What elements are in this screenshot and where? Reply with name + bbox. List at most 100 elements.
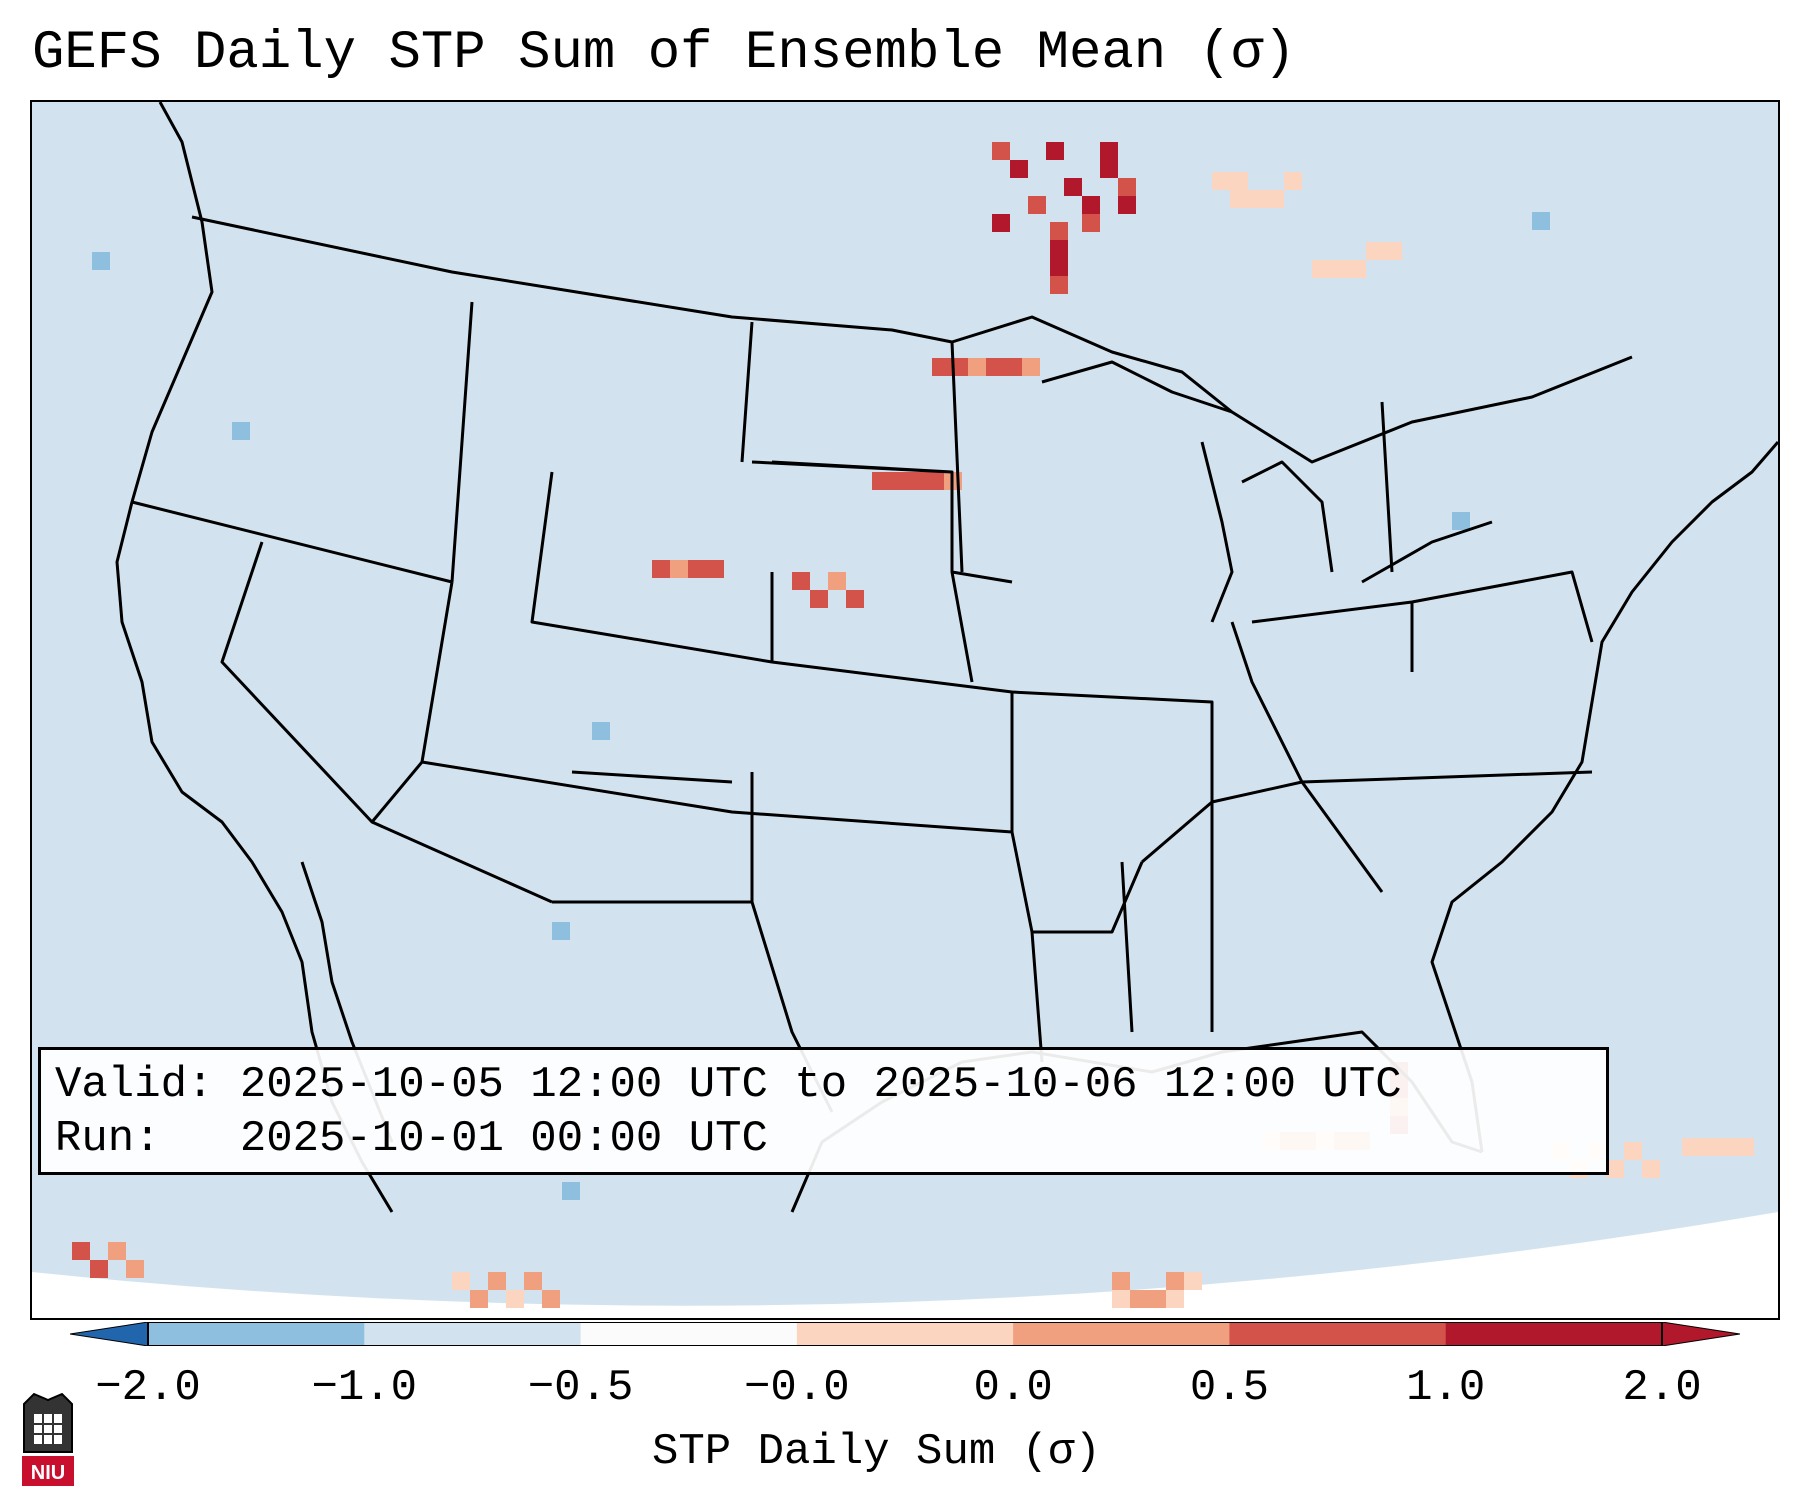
anomaly-cell — [810, 590, 828, 608]
anomaly-cell — [688, 560, 706, 578]
anomaly-cell — [926, 472, 944, 490]
anomaly-cell — [1682, 1138, 1700, 1156]
anomaly-cell — [1100, 160, 1118, 178]
anomaly-cell — [1700, 1138, 1718, 1156]
great-lakes — [1041, 360, 1493, 623]
anomaly-cell — [890, 472, 908, 490]
atlantic-coastline — [1430, 441, 1778, 1153]
anomaly-cell — [1330, 260, 1348, 278]
anomaly-cell — [908, 472, 926, 490]
anomaly-cell — [1050, 222, 1068, 240]
anomaly-cell — [1022, 358, 1040, 376]
colorbar-segment — [1013, 1322, 1230, 1346]
anomaly-cell — [1266, 190, 1284, 208]
anomaly-cell — [1050, 276, 1068, 294]
colorbar-tick-label: 0.5 — [1189, 1363, 1270, 1413]
chart-title: GEFS Daily STP Sum of Ensemble Mean (σ) — [32, 23, 1296, 84]
anomaly-cell — [1184, 1272, 1202, 1290]
anomaly-cell — [932, 358, 950, 376]
colorbar-segment — [580, 1322, 798, 1346]
anomaly-cell — [1606, 1160, 1624, 1178]
anomaly-cell — [872, 472, 890, 490]
colorbar-tick-label: 2.0 — [1622, 1363, 1702, 1413]
anomaly-cell — [1050, 258, 1068, 276]
anomaly-cell-negative — [1452, 512, 1470, 530]
anomaly-cell — [1028, 196, 1046, 214]
colorbar-extend-low — [70, 1322, 149, 1346]
colorbar-outline — [147, 1322, 1663, 1346]
anomaly-cell — [846, 590, 864, 608]
anomaly-cell — [488, 1272, 506, 1290]
colorbar-extend-high — [1661, 1322, 1740, 1346]
anomaly-cell-negative — [232, 422, 250, 440]
anomaly-cell — [1004, 358, 1022, 376]
anomaly-cell — [90, 1260, 108, 1278]
run-label: Run: — [55, 1114, 161, 1164]
anomaly-cell — [1736, 1138, 1754, 1156]
anomaly-cell — [1624, 1142, 1642, 1160]
anomaly-cell — [1082, 214, 1100, 232]
run-value: 2025-10-01 00:00 UTC — [239, 1114, 768, 1164]
anomaly-cell — [1642, 1160, 1660, 1178]
anomaly-cell — [1118, 178, 1136, 196]
anomaly-cell — [542, 1290, 560, 1308]
anomaly-cell-negative — [92, 252, 110, 270]
anomaly-cell — [1050, 240, 1068, 258]
anomaly-cell — [1230, 172, 1248, 190]
colorbar-segment — [1445, 1322, 1663, 1346]
anomaly-cell — [968, 358, 986, 376]
anomaly-cell — [470, 1290, 488, 1308]
logo-text: NIU — [31, 1462, 65, 1484]
anomaly-cell — [1312, 260, 1330, 278]
validity-box: Valid: 2025-10-05 12:00 UTC to 2025-10-0… — [38, 1047, 1609, 1175]
colorbar-label: STP Daily Sum (σ) — [652, 1427, 1101, 1477]
anomaly-cell — [1130, 1290, 1148, 1308]
anomaly-cell — [706, 560, 724, 578]
anomaly-cell — [1212, 172, 1230, 190]
anomaly-cell — [1348, 260, 1366, 278]
anomaly-cell — [1100, 142, 1118, 160]
anomaly-cell — [108, 1242, 126, 1260]
anomaly-cell-negative — [552, 922, 570, 940]
anomaly-cell — [1010, 160, 1028, 178]
anomaly-cell — [1046, 142, 1064, 160]
colorbar-tick-label: 0.0 — [973, 1363, 1053, 1413]
anomaly-cell — [1112, 1272, 1130, 1290]
anomaly-cell — [1230, 190, 1248, 208]
colorbar-segment — [364, 1322, 582, 1346]
pacific-coastline — [115, 102, 394, 1213]
anomaly-cell-negative — [592, 722, 610, 740]
anomaly-cell — [652, 560, 670, 578]
anomaly-cell — [1148, 1290, 1166, 1308]
anomaly-cell — [72, 1242, 90, 1260]
anomaly-cell — [1384, 242, 1402, 260]
anomaly-cell — [992, 142, 1010, 160]
anomaly-cell — [126, 1260, 144, 1278]
anomaly-cell — [1118, 196, 1136, 214]
anomaly-cell-negative — [562, 1182, 580, 1200]
niu-logo: NIU — [22, 1392, 74, 1486]
anomaly-cell — [1112, 1290, 1130, 1308]
colorbar-segment — [796, 1322, 1014, 1346]
anomaly-cell — [992, 214, 1010, 232]
anomaly-cell — [986, 358, 1004, 376]
state-lines — [131, 301, 1594, 1113]
anomaly-cell — [524, 1272, 542, 1290]
colorbar — [70, 1322, 1740, 1346]
anomaly-cell — [1064, 178, 1082, 196]
anomaly-cell — [1366, 242, 1384, 260]
anomaly-cell — [828, 572, 846, 590]
us-canada-border — [191, 215, 1633, 464]
anomaly-cell — [1166, 1272, 1184, 1290]
anomaly-cell — [1248, 190, 1266, 208]
anomaly-cell — [506, 1290, 524, 1308]
colorbar-segment — [1229, 1322, 1447, 1346]
domain-edge — [32, 1212, 1778, 1318]
anomaly-cell — [1082, 196, 1100, 214]
boundaries — [115, 102, 1778, 1213]
valid-value: 2025-10-05 12:00 UTC to 2025-10-06 12:00… — [239, 1060, 1402, 1110]
colorbar-tick-label: −2.0 — [95, 1363, 201, 1413]
anomaly-cell — [670, 560, 688, 578]
anomaly-cell — [1166, 1290, 1184, 1308]
colorbar-tick-label: −1.0 — [311, 1363, 418, 1413]
